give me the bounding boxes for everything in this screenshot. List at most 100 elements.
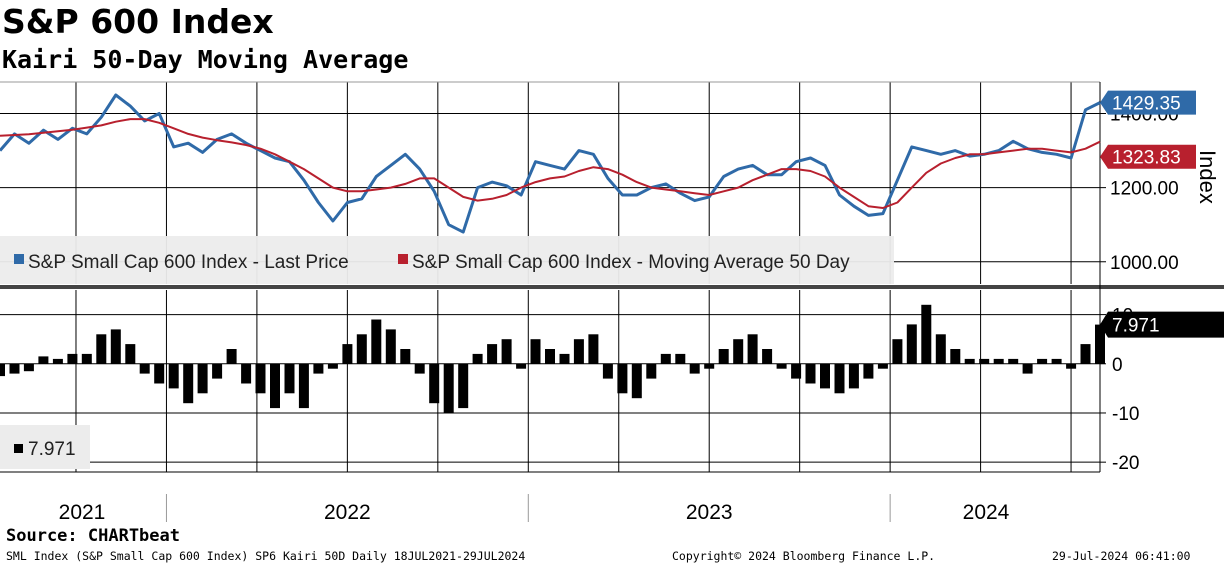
kairi-bar [23,363,34,372]
kairi-bar [38,356,49,364]
kairi-bar [96,334,107,364]
kairi-bar [168,363,179,389]
kairi-bar [241,363,252,384]
kairi-bar [559,353,570,364]
kairi-bar [921,304,932,364]
kairi-bar [805,363,816,384]
kairi-bar [429,363,440,404]
kairi-bar [573,339,584,364]
panel-divider [0,285,1224,289]
kairi-bar [617,363,628,394]
kairi-bar [1080,344,1091,364]
kairi-bar [935,334,946,364]
kairi-bar [342,344,353,364]
kairi-legend-swatch [14,444,23,453]
kairi-bar [950,349,961,364]
x-axis-year-label: 2023 [686,501,733,524]
kairi-bar [588,334,599,364]
kairi-bar [1066,363,1077,369]
kairi-bar [212,363,223,379]
chart-title: S&P 600 Index [2,2,274,41]
kairi-bar [197,363,208,394]
kairi-bar [9,363,20,374]
kairi-bar [226,349,237,364]
kairi-bar [704,363,715,369]
kairi-callout-label: 7.971 [1112,316,1160,337]
kairi-bar [183,363,194,404]
kairi-bar [747,334,758,364]
kairi-bar [863,363,874,379]
price-y-tick-label: 1200.00 [1110,179,1179,200]
kairi-bar [646,363,657,379]
kairi-bar [1095,324,1105,364]
footer-timestamp: 29-Jul-2024 06:41:00 [1052,549,1191,563]
kairi-bar [762,349,773,364]
kairi-bar [67,353,78,364]
kairi-legend-label: 7.971 [28,439,76,460]
price-axis-title: Index [1195,150,1220,204]
price-last-line [0,93,1101,234]
x-axis-year-label: 2022 [324,501,371,524]
kairi-bar [631,363,642,399]
kairi-bar [52,358,63,364]
kairi-bar [458,363,469,409]
kairi-bar [313,363,324,374]
kairi-bar [848,363,859,389]
kairi-bar [487,344,498,364]
kairi-callout [1100,311,1224,338]
kairi-bar [776,363,787,369]
legend-swatch-ma50 [398,254,408,264]
kairi-bar [443,363,454,413]
source-note: Source: CHARTbeat [6,526,180,546]
kairi-bar [110,329,121,364]
kairi-bar [545,349,555,364]
kairi-bar [660,353,671,364]
kairi-bar [385,329,396,364]
legend-label-ma50: S&P Small Cap 600 Index - Moving Average… [412,252,850,273]
kairi-bar [877,363,888,369]
kairi-bar [718,349,729,364]
kairi-bar [791,363,802,379]
kairi-bar [139,363,150,374]
kairi-bar [602,363,613,379]
kairi-bar [892,339,903,364]
ma50-callout [1100,144,1196,169]
kairi-bar [906,324,917,364]
kairi-bar [689,363,700,374]
kairi-bar [530,339,541,364]
kairi-bar [1051,358,1062,364]
kairi-bar [820,363,830,389]
kairi-bar [675,353,686,364]
kairi-bar [298,363,309,409]
x-axis-year-label: 2021 [59,501,106,524]
kairi-bar [356,334,367,364]
price-legend-box [0,236,894,284]
kairi-bar [371,319,382,364]
legend-swatch-last-price [14,254,24,264]
x-axis-year-label: 2024 [963,501,1010,524]
kairi-bar [1008,358,1019,364]
kairi-bar [270,363,280,409]
kairi-bar [400,349,411,364]
ma50-callout-label: 1323.83 [1112,148,1181,169]
kairi-bar [834,363,845,394]
kairi-y-tick-label: -10 [1112,404,1139,425]
kairi-bar [501,339,512,364]
kairi-bar [125,344,136,364]
kairi-bar [414,363,425,374]
kairi-bar [964,358,975,364]
kairi-bar [1037,358,1048,364]
kairi-bar [327,363,338,369]
kairi-bar [733,339,744,364]
kairi-bar [255,363,266,394]
kairi-bar [979,358,990,364]
kairi-bar [284,363,295,394]
kairi-y-tick-label: 0 [1112,355,1123,376]
kairi-bar [993,358,1004,364]
footer-copyright: Copyright© 2024 Bloomberg Finance L.P. [672,549,936,563]
kairi-bar [0,363,5,377]
legend-label-last-price: S&P Small Cap 600 Index - Last Price [28,252,349,273]
last-price-callout-label: 1429.35 [1112,94,1181,115]
kairi-bar [81,353,92,364]
kairi-bar [472,353,483,364]
